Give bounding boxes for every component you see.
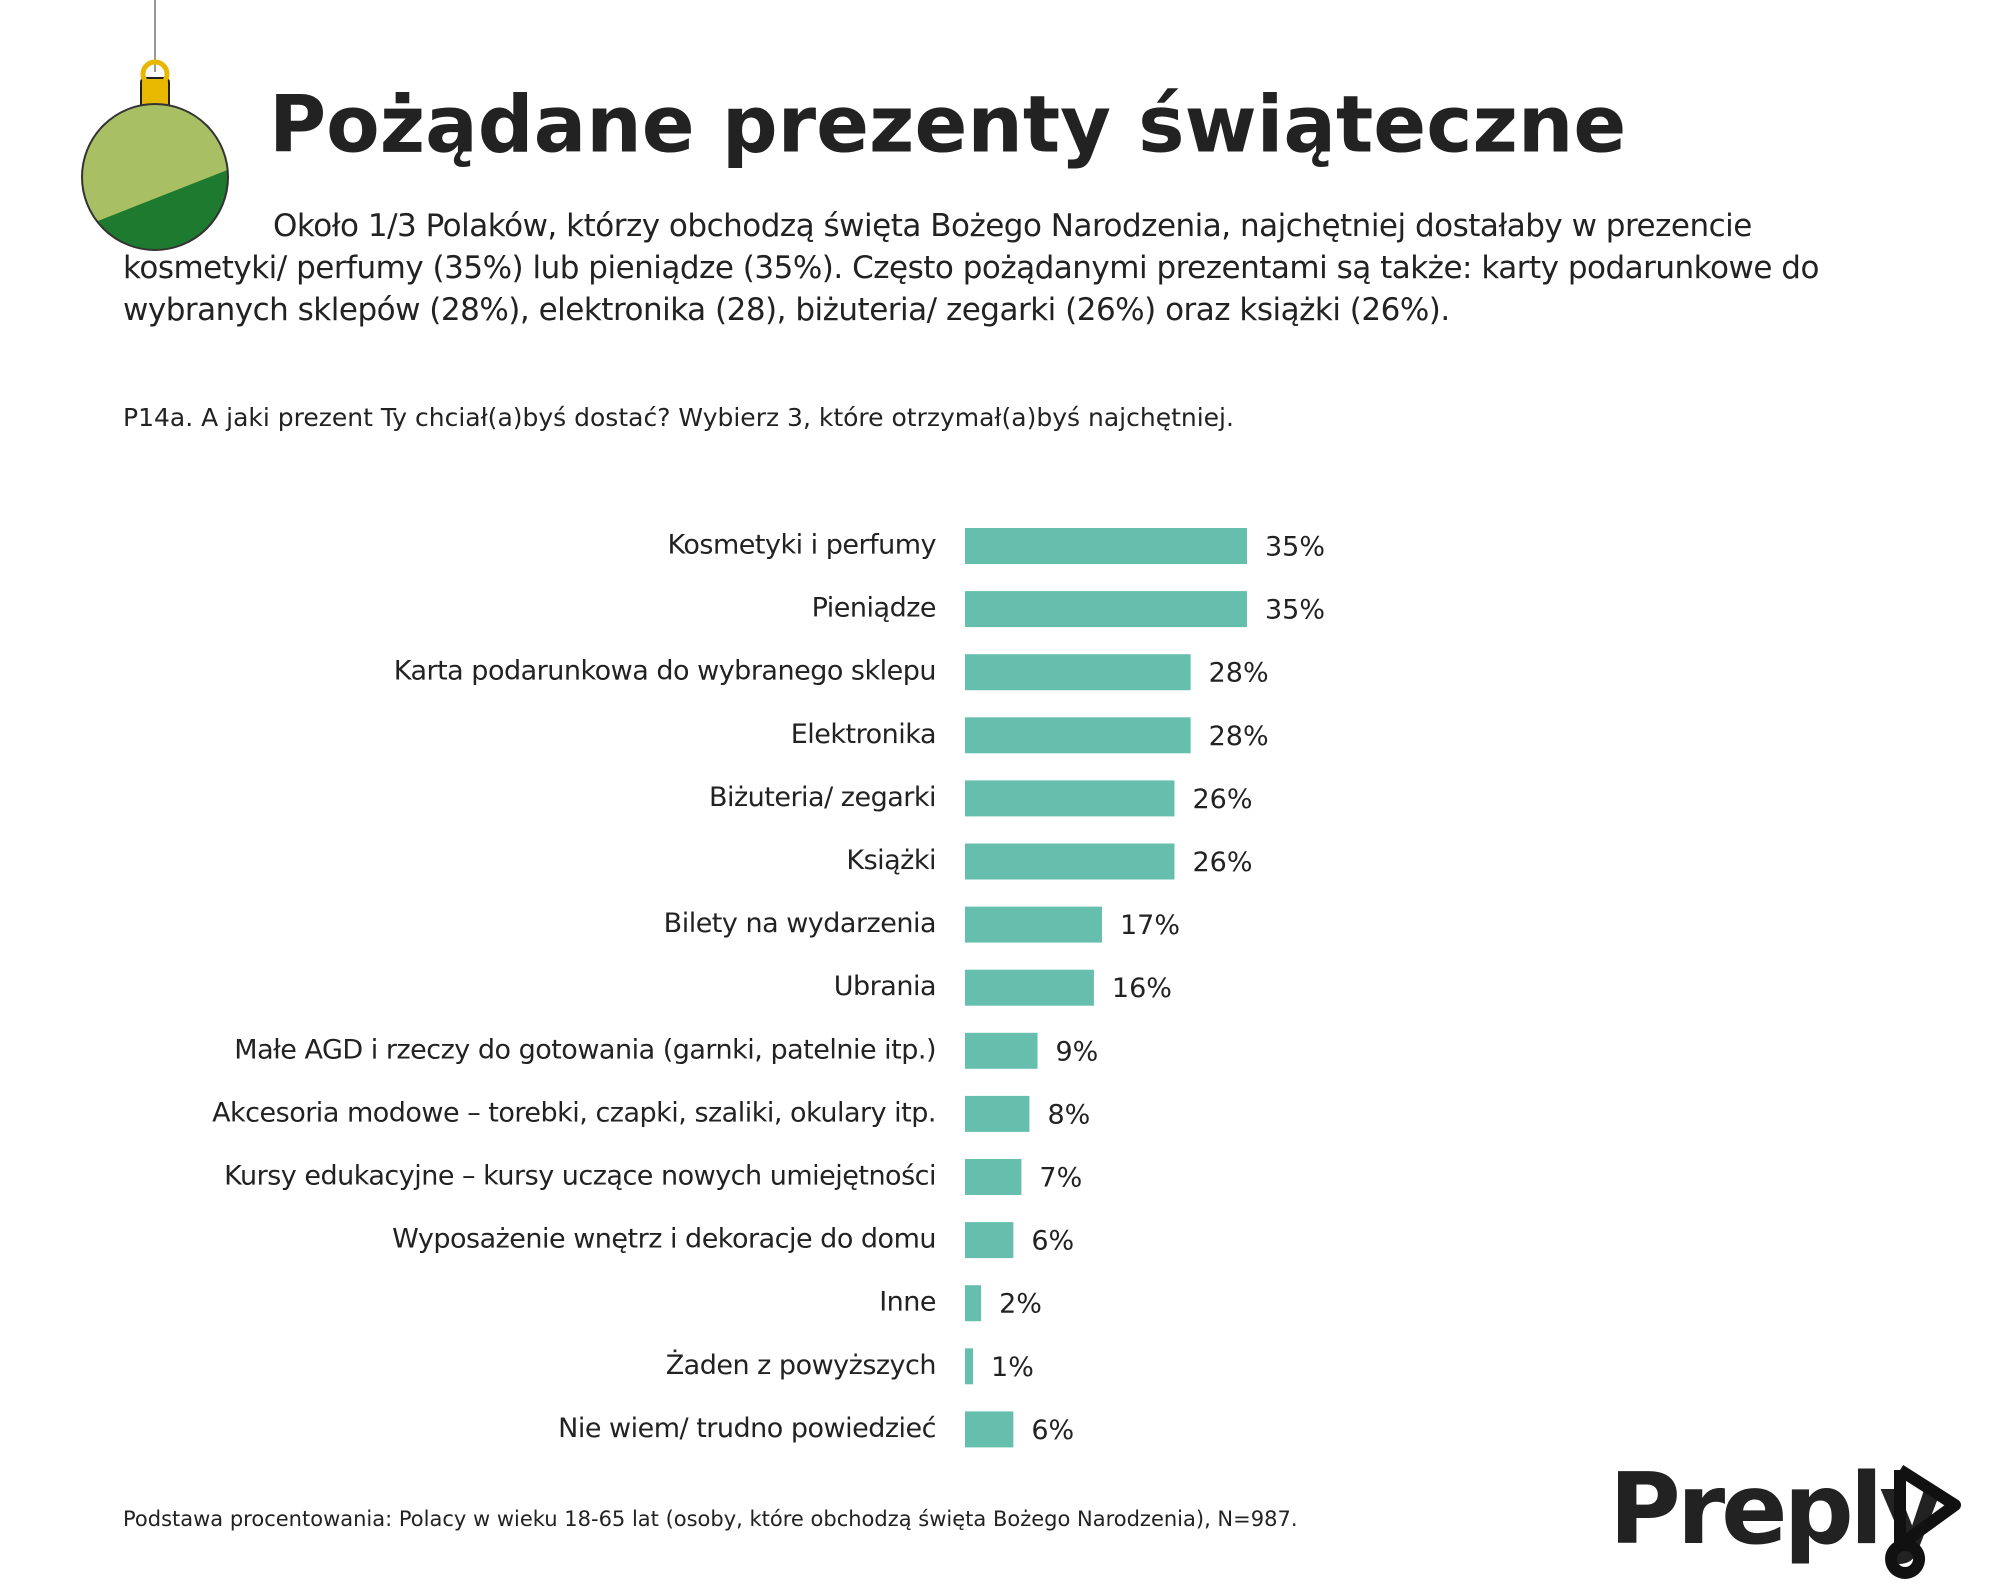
category-label: Małe AGD i rzeczy do gotowania (garnki, … bbox=[234, 1034, 936, 1065]
brand-icon bbox=[1885, 1464, 1961, 1579]
value-label: 9% bbox=[1056, 1036, 1099, 1067]
bar bbox=[965, 1285, 982, 1322]
bar bbox=[965, 528, 1247, 564]
value-label: 26% bbox=[1192, 784, 1252, 815]
category-label: Elektronika bbox=[791, 719, 936, 750]
value-label: 35% bbox=[1265, 595, 1325, 626]
bar bbox=[965, 654, 1191, 691]
category-label: Karta podarunkowa do wybranego sklepu bbox=[394, 656, 936, 687]
category-label: Biżuteria/ zegarki bbox=[709, 782, 936, 813]
footnote: Podstawa procentowania: Polacy w wieku 1… bbox=[123, 1507, 1298, 1531]
bar bbox=[965, 969, 1094, 1006]
bar bbox=[965, 1032, 1038, 1069]
category-label: Żaden z powyższych bbox=[666, 1349, 936, 1381]
value-label: 6% bbox=[1031, 1415, 1074, 1446]
value-label: 35% bbox=[1265, 532, 1325, 563]
category-label: Nie wiem/ trudno powiedzieć bbox=[558, 1413, 936, 1444]
bar bbox=[965, 843, 1175, 880]
bar bbox=[965, 1095, 1030, 1132]
value-label: 8% bbox=[1047, 1099, 1090, 1130]
category-label: Kursy edukacyjne – kursy uczące nowych u… bbox=[224, 1161, 936, 1192]
bar bbox=[965, 780, 1175, 817]
value-label: 7% bbox=[1039, 1163, 1082, 1194]
value-label: 1% bbox=[991, 1352, 1034, 1383]
category-label: Książki bbox=[846, 845, 936, 876]
value-label: 28% bbox=[1209, 658, 1269, 689]
value-label: 28% bbox=[1209, 721, 1269, 752]
category-label: Inne bbox=[879, 1287, 936, 1318]
value-label: 2% bbox=[999, 1289, 1042, 1320]
bar bbox=[965, 1348, 974, 1385]
value-label: 6% bbox=[1031, 1226, 1074, 1257]
category-label: Kosmetyki i perfumy bbox=[668, 530, 937, 561]
bar bbox=[965, 1222, 1014, 1259]
category-label: Akcesoria modowe – torebki, czapki, szal… bbox=[212, 1097, 936, 1128]
value-label: 16% bbox=[1112, 973, 1172, 1004]
chart-title: Pożądane prezenty świąteczne bbox=[269, 80, 1626, 170]
question: P14a. A jaki prezent Ty chciał(a)byś dos… bbox=[123, 403, 1234, 432]
bar bbox=[965, 1411, 1014, 1448]
category-label: Pieniądze bbox=[812, 593, 936, 624]
bar bbox=[965, 717, 1191, 754]
category-label: Bilety na wydarzenia bbox=[664, 908, 936, 939]
value-label: 26% bbox=[1192, 847, 1252, 878]
ornament bbox=[81, 0, 229, 251]
category-label: Ubrania bbox=[834, 971, 936, 1002]
bar bbox=[965, 591, 1247, 628]
value-label: 17% bbox=[1120, 910, 1180, 941]
bar bbox=[965, 906, 1102, 943]
category-label: Wyposażenie wnętrz i dekoracje do domu bbox=[392, 1224, 936, 1255]
bar bbox=[965, 1159, 1022, 1195]
subtitle: Około 1/3 Polaków, którzy obchodzą święt… bbox=[123, 208, 1819, 328]
